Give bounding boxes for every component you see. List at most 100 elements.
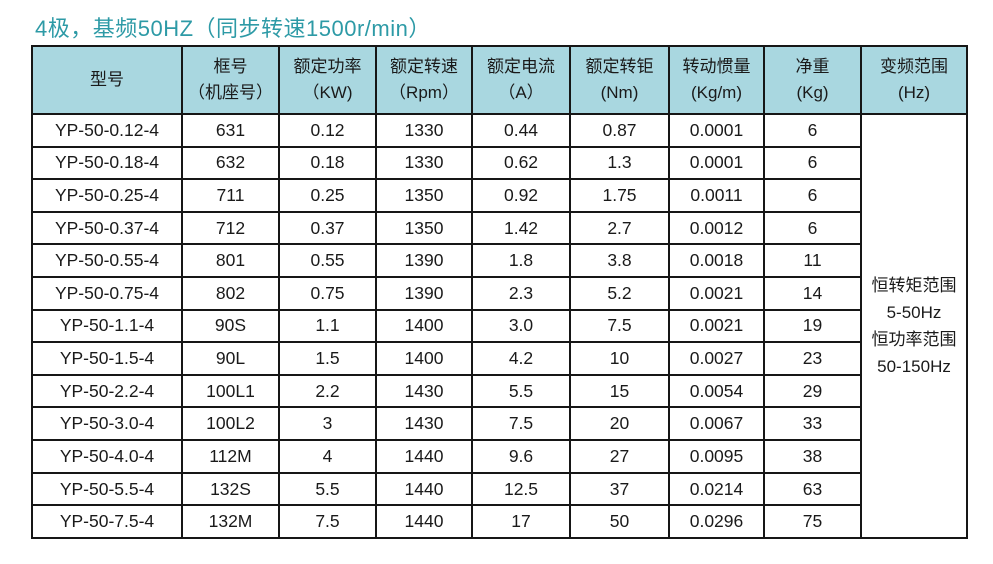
table-cell: 801 xyxy=(181,243,280,279)
table-cell: YP-50-0.37-4 xyxy=(31,210,183,246)
table-cell: 90S xyxy=(181,308,280,344)
frequency-range-note: 恒转矩范围 5-50Hz 恒功率范围 50-150Hz xyxy=(860,113,968,539)
table-cell: 0.0021 xyxy=(668,276,765,311)
table-cell: 0.0095 xyxy=(668,439,765,474)
table-cell: YP-50-1.1-4 xyxy=(31,308,183,344)
table-cell: 2.7 xyxy=(569,210,670,246)
table-cell: 1440 xyxy=(375,471,473,507)
table-cell: 38 xyxy=(763,439,862,474)
table-cell: 0.0001 xyxy=(668,145,765,181)
table-cell: 1.1 xyxy=(278,308,377,344)
table-cell: 0.12 xyxy=(278,113,377,148)
table-cell: 7.5 xyxy=(569,308,670,344)
table-cell: 0.0011 xyxy=(668,178,765,213)
table-cell: 12.5 xyxy=(471,471,571,507)
table-row: YP-50-2.2-4 100L1 2.2 1430 5.5 15 0.0054 29 xyxy=(31,373,967,409)
table-cell: 0.0054 xyxy=(668,373,765,409)
table-cell: 3.0 xyxy=(471,308,571,344)
table-cell: 0.25 xyxy=(278,178,377,213)
table-row: YP-50-0.37-4 712 0.37 1350 1.42 2.7 0.0012 6 xyxy=(31,210,967,246)
column-header-2: 额定功率 （KW) xyxy=(278,45,377,115)
table-cell: 1330 xyxy=(375,145,473,181)
table-cell: 1.75 xyxy=(569,178,670,213)
table-cell: 1430 xyxy=(375,373,473,409)
table-cell: 14 xyxy=(763,276,862,311)
table-cell: 0.18 xyxy=(278,145,377,181)
table-cell: YP-50-0.25-4 xyxy=(31,178,183,213)
table-body: YP-50-0.12-4 631 0.12 1330 0.44 0.87 0.0001 6 恒转… xyxy=(31,113,968,539)
table-cell: 1400 xyxy=(375,341,473,376)
table-cell: 112M xyxy=(181,439,280,474)
table-cell: 0.37 xyxy=(278,210,377,246)
table-cell: 100L2 xyxy=(181,406,280,442)
table-row: YP-50-5.5-4 132S 5.5 1440 12.5 37 0.0214 63 xyxy=(31,471,967,507)
header-row: 型号 框号 （机座号） 额定功率 （KW) 额定转速 （Rpm） 额定电流 （A） 额定转钜 (Nm… xyxy=(31,45,968,115)
table-cell: 1430 xyxy=(375,406,473,442)
column-header-7: 净重 (Kg) xyxy=(763,45,862,115)
table-row: YP-50-1.1-4 90S 1.1 1400 3.0 7.5 0.0021 19 xyxy=(31,308,967,344)
table-cell: YP-50-2.2-4 xyxy=(31,373,183,409)
table-cell: YP-50-0.55-4 xyxy=(31,243,183,279)
table-cell: 7.5 xyxy=(471,406,571,442)
table-cell: 5.5 xyxy=(278,471,377,507)
table-cell: 1.3 xyxy=(569,145,670,181)
table-cell: 1.42 xyxy=(471,210,571,246)
table-cell: 33 xyxy=(763,406,862,442)
table-cell: 29 xyxy=(763,373,862,409)
table-cell: 63 xyxy=(763,471,862,507)
table-cell: 3.8 xyxy=(569,243,670,279)
table-cell: 0.92 xyxy=(471,178,571,213)
table-cell: 19 xyxy=(763,308,862,344)
table-cell: 0.0214 xyxy=(668,471,765,507)
table-cell: 0.0027 xyxy=(668,341,765,376)
table-cell: 7.5 xyxy=(278,504,377,539)
table-cell: 6 xyxy=(763,178,862,213)
column-header-1: 框号 （机座号） xyxy=(181,45,280,115)
table-cell: 0.87 xyxy=(569,113,670,148)
column-header-8: 变频范围 (Hz) xyxy=(860,45,968,115)
table-cell: 37 xyxy=(569,471,670,507)
column-header-6: 转动惯量 (Kg/m) xyxy=(668,45,765,115)
table-cell: 132S xyxy=(181,471,280,507)
table-cell: 90L xyxy=(181,341,280,376)
table-cell: 1350 xyxy=(375,178,473,213)
table-cell: 5.2 xyxy=(569,276,670,311)
table-cell: YP-50-0.18-4 xyxy=(31,145,183,181)
table-cell: 100L1 xyxy=(181,373,280,409)
table-cell: 1440 xyxy=(375,439,473,474)
table-cell: 1390 xyxy=(375,243,473,279)
table-cell: 132M xyxy=(181,504,280,539)
table-cell: 2.3 xyxy=(471,276,571,311)
table-cell: 0.0296 xyxy=(668,504,765,539)
table-row: YP-50-3.0-4 100L2 3 1430 7.5 20 0.0067 33 xyxy=(31,406,967,442)
table-cell: 1400 xyxy=(375,308,473,344)
table-cell: 1.5 xyxy=(278,341,377,376)
table-cell: 0.44 xyxy=(471,113,571,148)
table-cell: 3 xyxy=(278,406,377,442)
table-row: YP-50-0.75-4 802 0.75 1390 2.3 5.2 0.0021 14 xyxy=(31,276,967,311)
table-row: YP-50-0.12-4 631 0.12 1330 0.44 0.87 0.0001 6 恒转… xyxy=(31,113,968,539)
table-cell: 20 xyxy=(569,406,670,442)
table-row: YP-50-0.18-4 632 0.18 1330 0.62 1.3 0.0001 6 xyxy=(31,145,967,181)
table-cell: 0.62 xyxy=(471,145,571,181)
column-header-3: 额定转速 （Rpm） xyxy=(375,45,473,115)
table-cell: YP-50-0.12-4 xyxy=(31,113,183,148)
table-cell: 6 xyxy=(763,145,862,181)
table-cell: 1440 xyxy=(375,504,473,539)
table-cell: 5.5 xyxy=(471,373,571,409)
table-cell: 0.0018 xyxy=(668,243,765,279)
table-header: 型号 框号 （机座号） 额定功率 （KW) 额定转速 （Rpm） 额定电流 （A） 额定转钜 (Nm… xyxy=(31,45,968,115)
table-cell: 0.0067 xyxy=(668,406,765,442)
table-cell: 4.2 xyxy=(471,341,571,376)
table-cell: 0.0021 xyxy=(668,308,765,344)
table-cell: 802 xyxy=(181,276,280,311)
table-cell: 9.6 xyxy=(471,439,571,474)
table-cell: 711 xyxy=(181,178,280,213)
table-cell: 11 xyxy=(763,243,862,279)
table-cell: 4 xyxy=(278,439,377,474)
table-cell: YP-50-4.0-4 xyxy=(31,439,183,474)
table-cell: YP-50-5.5-4 xyxy=(31,471,183,507)
table-row: YP-50-7.5-4 132M 7.5 1440 17 50 0.0296 75 xyxy=(31,504,967,539)
column-header-5: 额定转钜 (Nm) xyxy=(569,45,670,115)
table-cell: 0.55 xyxy=(278,243,377,279)
